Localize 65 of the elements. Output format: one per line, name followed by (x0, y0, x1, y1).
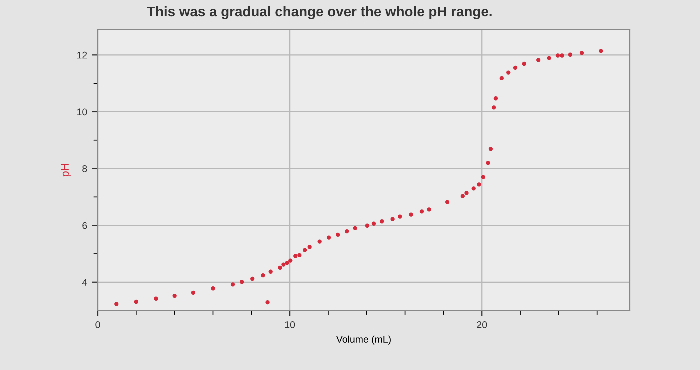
point (294, 254, 298, 258)
point (336, 232, 340, 238)
point (460, 194, 465, 198)
point (380, 220, 384, 224)
x-tick-label: 0 (96, 321, 100, 328)
point (172, 294, 177, 298)
point (494, 96, 498, 101)
x-tick-label: 10 (285, 321, 296, 328)
point (318, 240, 322, 244)
point (114, 302, 119, 306)
point (556, 54, 560, 58)
point (134, 300, 138, 304)
point (522, 62, 526, 66)
point (266, 300, 270, 305)
x-tick-label: 20 (477, 321, 488, 328)
point (477, 182, 482, 187)
point (486, 161, 490, 166)
point (211, 286, 216, 291)
point (481, 175, 486, 180)
point (500, 76, 504, 81)
point (154, 296, 158, 301)
point (288, 258, 293, 263)
y-tick-label: 4 (82, 279, 88, 286)
point (445, 200, 450, 204)
point (230, 282, 236, 287)
y-tick-label: 12 (78, 52, 88, 59)
point (261, 273, 266, 278)
point (492, 106, 496, 110)
point (282, 262, 286, 267)
point (372, 222, 376, 226)
y-tick-label: 6 (82, 222, 88, 230)
point (353, 226, 358, 231)
point (285, 260, 290, 266)
point (345, 229, 350, 234)
point (560, 54, 564, 58)
point (472, 186, 476, 191)
point (464, 191, 469, 196)
point (298, 253, 302, 258)
x-axis-title: Volume (mL) (336, 336, 391, 345)
point (302, 248, 308, 252)
point (580, 51, 584, 56)
point (240, 280, 244, 284)
y-tick-label: 8 (82, 166, 88, 172)
point (390, 217, 395, 222)
point (506, 70, 511, 75)
chart-title: This was a gradual change over the whole pH range. (147, 6, 492, 20)
point (398, 214, 402, 219)
point (568, 52, 573, 57)
point (420, 210, 424, 214)
point (409, 212, 414, 217)
point (365, 224, 370, 228)
point (191, 290, 196, 295)
point (278, 266, 282, 270)
y-axis-title: pH (61, 164, 72, 177)
point (547, 56, 552, 60)
point (513, 66, 518, 70)
point (536, 58, 541, 62)
point (488, 147, 494, 152)
point (326, 236, 332, 240)
point (599, 49, 604, 54)
point (427, 208, 432, 212)
point (250, 276, 255, 282)
y-tick-label: 10 (78, 108, 88, 116)
point (268, 270, 273, 274)
point (308, 245, 312, 250)
